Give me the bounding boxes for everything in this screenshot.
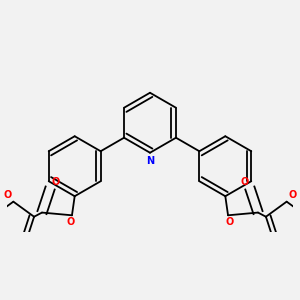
Text: N: N (146, 156, 154, 166)
Text: O: O (225, 217, 233, 227)
Text: O: O (4, 190, 12, 200)
Text: O: O (67, 217, 75, 227)
Text: O: O (288, 190, 296, 200)
Text: O: O (52, 177, 60, 187)
Text: O: O (240, 177, 248, 187)
